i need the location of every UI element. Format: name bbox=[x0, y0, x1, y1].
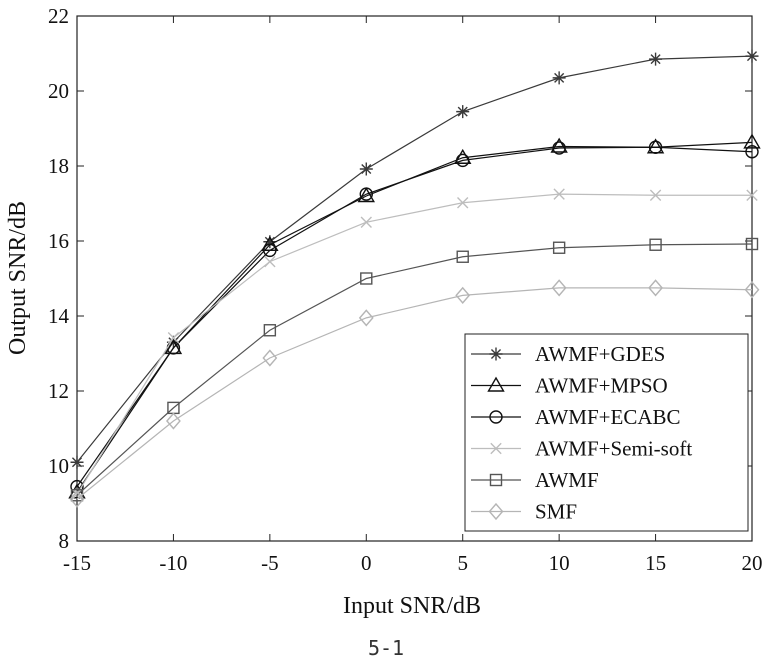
x-tick-label: 10 bbox=[549, 551, 570, 575]
data-point-asterisk bbox=[553, 71, 566, 84]
y-axis-label: Output SNR/dB bbox=[5, 201, 31, 355]
x-tick-label: 15 bbox=[645, 551, 666, 575]
x-tick-label: 0 bbox=[361, 551, 372, 575]
y-tick-label: 16 bbox=[48, 229, 69, 253]
data-point-asterisk bbox=[746, 50, 759, 63]
y-tick-label: 14 bbox=[48, 304, 70, 328]
y-tick-label: 8 bbox=[59, 529, 70, 553]
x-tick-label: -5 bbox=[261, 551, 279, 575]
data-point-asterisk bbox=[456, 105, 469, 118]
legend-marker-asterisk bbox=[490, 348, 503, 361]
x-tick-label: -15 bbox=[63, 551, 91, 575]
y-tick-label: 20 bbox=[48, 79, 69, 103]
legend-label: SMF bbox=[535, 500, 577, 524]
data-point-asterisk bbox=[649, 53, 662, 66]
line-chart: -15 -10 -5 0 5 10 15 20 8 10 12 14 16 18 20 22 Input S… bbox=[0, 0, 772, 667]
x-tick-label: 5 bbox=[457, 551, 468, 575]
x-tick-label: -10 bbox=[159, 551, 187, 575]
x-tick-label: 20 bbox=[742, 551, 763, 575]
legend-label: AWMF bbox=[535, 468, 599, 492]
legend-label: AWMF+ECABC bbox=[535, 405, 681, 429]
data-point-cross bbox=[265, 256, 275, 266]
data-point-asterisk bbox=[71, 456, 84, 469]
data-point-asterisk bbox=[360, 163, 373, 176]
legend: AWMF+GDES AWMF+MPSO AWMF+ECABC AWMF+Semi-so… bbox=[465, 334, 748, 531]
legend-label: AWMF+Semi-soft bbox=[535, 437, 692, 461]
data-point-cross bbox=[361, 217, 371, 227]
y-tick-label: 22 bbox=[48, 4, 69, 28]
legend-label: AWMF+MPSO bbox=[535, 374, 668, 398]
y-tick-label: 10 bbox=[48, 454, 69, 478]
legend-label: AWMF+GDES bbox=[535, 342, 665, 366]
y-tick-label: 12 bbox=[48, 379, 69, 403]
figure-caption: 5-1 bbox=[0, 636, 772, 660]
x-axis-label: Input SNR/dB bbox=[343, 593, 481, 619]
y-tick-label: 18 bbox=[48, 154, 69, 178]
